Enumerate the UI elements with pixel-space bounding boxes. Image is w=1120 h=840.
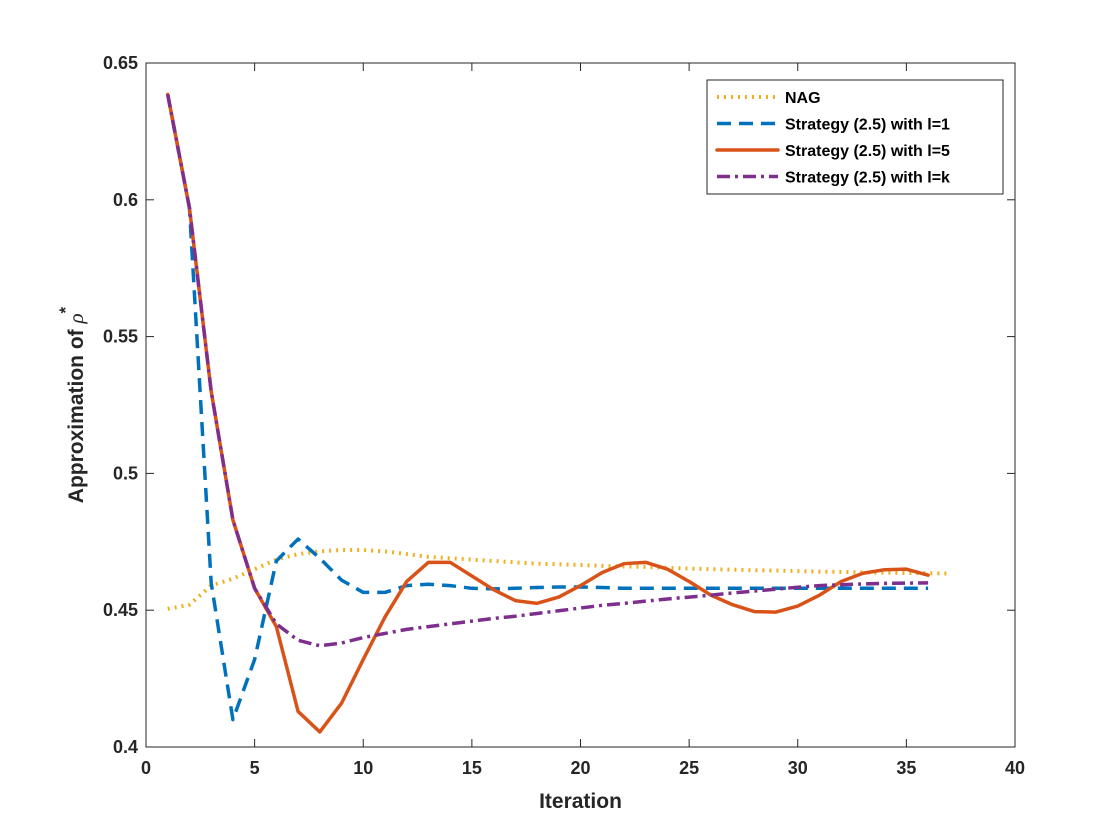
y-tick-label: 0.4 bbox=[113, 737, 138, 757]
y-axis-label-prefix: Approximation of bbox=[65, 324, 88, 504]
x-tick-label: 15 bbox=[462, 758, 482, 778]
series-line-2 bbox=[166, 94, 929, 722]
legend-box bbox=[706, 79, 1004, 195]
legend-label-1: NAG bbox=[785, 90, 821, 107]
legend-label-2: Strategy (2.5) with l=1 bbox=[785, 117, 950, 134]
legend-label-4: Strategy (2.5) with l=k bbox=[785, 170, 950, 187]
y-axis-label: Approximation of ρ* bbox=[56, 306, 88, 503]
y-tick-label: 0.6 bbox=[113, 190, 138, 210]
y-axis-label-superscript: * bbox=[56, 306, 75, 313]
legend: NAG Strategy (2.5) with l=1 Strategy (2.5)… bbox=[706, 79, 1004, 195]
series-line-1 bbox=[167, 548, 950, 611]
y-tick-label: 0.65 bbox=[103, 53, 138, 73]
series-line-4 bbox=[166, 94, 929, 648]
x-axis: 0 5 10 15 20 25 30 35 40 bbox=[141, 63, 1025, 778]
y-tick-label: 0.45 bbox=[103, 600, 138, 620]
x-tick-label: 40 bbox=[1005, 758, 1025, 778]
y-axis: 0.4 0.45 0.5 0.55 0.6 0.65 bbox=[103, 53, 1015, 757]
y-axis-label-group: Approximation of ρ* bbox=[56, 306, 88, 503]
y-axis-label-symbol: ρ bbox=[64, 313, 88, 324]
y-tick-label: 0.55 bbox=[103, 327, 138, 347]
y-tick-label: 0.5 bbox=[113, 463, 138, 483]
x-tick-label: 25 bbox=[679, 758, 699, 778]
x-axis-label: Iteration bbox=[539, 790, 622, 813]
series-layer bbox=[165, 92, 950, 734]
legend-label-3: Strategy (2.5) with l=5 bbox=[785, 143, 950, 160]
x-tick-label: 20 bbox=[570, 758, 590, 778]
x-tick-label: 35 bbox=[896, 758, 916, 778]
legend-entries: NAG Strategy (2.5) with l=1 Strategy (2.5)… bbox=[715, 90, 950, 187]
series-line-3 bbox=[165, 92, 930, 734]
x-tick-label: 5 bbox=[250, 758, 260, 778]
x-tick-label: 0 bbox=[141, 758, 151, 778]
x-tick-label: 10 bbox=[353, 758, 373, 778]
x-tick-label: 30 bbox=[788, 758, 808, 778]
